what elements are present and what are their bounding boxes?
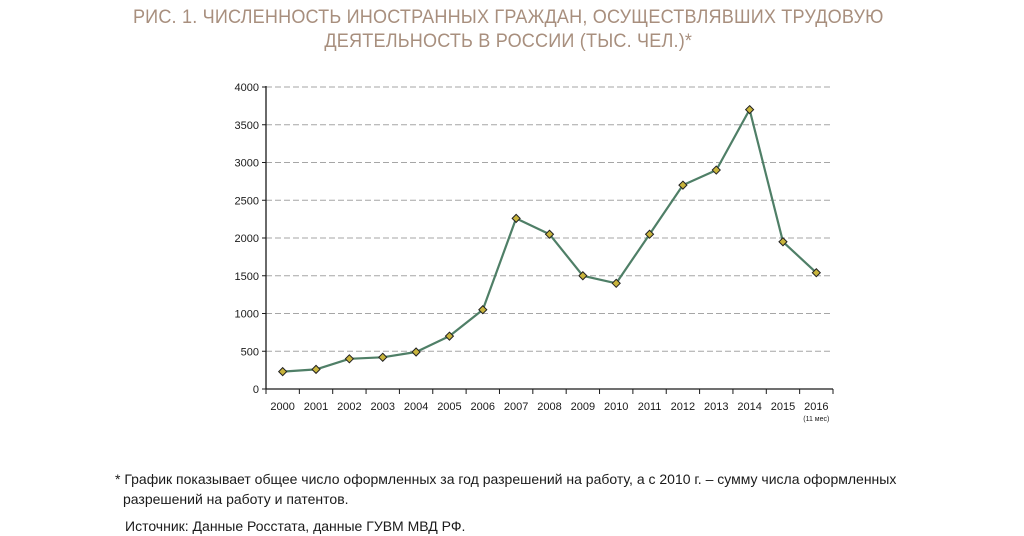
y-axis-ticks: 0 500 1000 1500 2000 2500 3000 3500 4000: [235, 82, 266, 396]
data-point: [378, 352, 388, 362]
x-tick-label: 2010: [604, 401, 628, 413]
data-point: [444, 331, 455, 341]
x-tick-label: 2001: [304, 401, 328, 413]
data-point: [611, 278, 621, 289]
footnote: * График показывает общее число оформлен…: [115, 469, 975, 536]
y-tick-label: 500: [241, 346, 259, 358]
x-axis-ticks: 2000 2001 2002 2003 2004 2005 2006 2007 2008 2009…: [265, 389, 834, 423]
y-tick-label: 3500: [235, 120, 259, 132]
x-tick-label: 2016: [804, 401, 828, 413]
data-point: [544, 229, 555, 239]
x-tick-label: 2000: [270, 401, 294, 413]
y-tick-label: 1500: [235, 271, 259, 283]
x-tick-label: 2003: [370, 401, 394, 413]
data-point: [678, 180, 688, 190]
series-line: [282, 108, 818, 373]
data-point: [744, 104, 755, 115]
x-tick-label: 2006: [471, 401, 495, 413]
data-point: [311, 364, 321, 375]
source-note: Источник: Данные Росстата, данные ГУВМ М…: [125, 518, 466, 534]
y-tick-label: 4000: [235, 82, 259, 94]
x-tick-label: 2004: [404, 401, 428, 413]
y-tick-label: 2500: [235, 195, 259, 207]
chart-title-line-2: ДЕЯТЕЛЬНОСТЬ В РОССИИ (ТЫС. ЧЕЛ.)*: [324, 31, 693, 52]
x-tick-label: 2002: [337, 401, 361, 413]
footnote-line-1: * График показывает общее число оформлен…: [115, 471, 897, 487]
x-tick-label: 2015: [771, 401, 795, 413]
data-point: [644, 229, 655, 239]
data-point: [478, 305, 488, 315]
data-point: [778, 237, 788, 247]
y-tick-label: 3000: [235, 158, 259, 170]
x-tick-note: (11 мес): [803, 416, 829, 423]
x-tick-label: 2011: [638, 401, 662, 413]
footnote-line-2: разрешений на работу и патентов.: [123, 491, 349, 507]
x-tick-label: 2014: [737, 401, 761, 413]
data-point: [511, 213, 521, 224]
x-tick-label: 2008: [537, 401, 561, 413]
data-point: [411, 347, 421, 357]
x-tick-label: 2012: [671, 401, 695, 413]
x-tick-label: 2013: [704, 401, 728, 413]
series: [277, 104, 822, 377]
y-tick-label: 2000: [235, 233, 259, 245]
chart-title: РИС. 1. ЧИСЛЕННОСТЬ ИНОСТРАННЫХ ГРАЖДАН,…: [0, 6, 1017, 54]
data-point: [344, 354, 355, 364]
grid-lines: [266, 86, 833, 352]
y-tick-label: 0: [253, 384, 259, 396]
data-point: [811, 268, 822, 278]
y-tick-label: 1000: [235, 309, 259, 321]
x-tick-label: 2009: [571, 401, 595, 413]
data-point: [578, 271, 588, 281]
x-tick-label: 2005: [437, 401, 461, 413]
x-tick-label: 2007: [504, 401, 528, 413]
data-point: [277, 366, 288, 377]
chart-title-line-1: РИС. 1. ЧИСЛЕННОСТЬ ИНОСТРАННЫХ ГРАЖДАН,…: [132, 7, 884, 28]
data-point: [711, 165, 721, 175]
